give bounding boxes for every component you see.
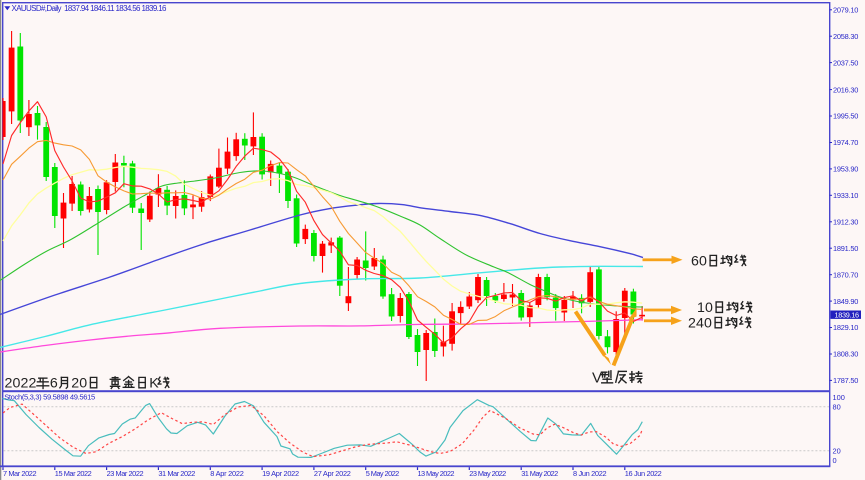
svg-text:K: K — [149, 375, 159, 391]
svg-text:80: 80 — [833, 403, 841, 412]
svg-text:15 Mar 2022: 15 Mar 2022 — [55, 469, 92, 478]
svg-text:1787.50: 1787.50 — [833, 376, 858, 385]
svg-text:Stoch(5,3,3) 59.5898 49.5615: Stoch(5,3,3) 59.5898 49.5615 — [4, 393, 95, 402]
svg-text:XAUUSD#,Daily 1837.94 1846.11: XAUUSD#,Daily 1837.94 1846.11 1834.56 18… — [12, 4, 168, 13]
svg-text:16 Jun 2022: 16 Jun 2022 — [625, 469, 662, 478]
svg-text:2079.10: 2079.10 — [833, 5, 858, 14]
svg-text:2037.50: 2037.50 — [833, 58, 858, 67]
svg-text:100: 100 — [833, 393, 845, 402]
svg-text:1808.30: 1808.30 — [833, 350, 858, 359]
svg-text:2058.30: 2058.30 — [833, 32, 858, 41]
svg-text:1849.90: 1849.90 — [833, 297, 858, 306]
svg-text:19 Apr 2022: 19 Apr 2022 — [262, 469, 299, 478]
svg-text:1974.70: 1974.70 — [833, 138, 858, 147]
svg-text:60: 60 — [691, 253, 707, 269]
svg-text:V: V — [592, 369, 602, 386]
svg-text:1839.16: 1839.16 — [835, 310, 860, 319]
svg-text:5 May 2022: 5 May 2022 — [366, 469, 400, 478]
svg-text:7 Mar 2022: 7 Mar 2022 — [3, 469, 37, 478]
svg-text:20: 20 — [71, 375, 87, 391]
svg-text:31 May 2022: 31 May 2022 — [521, 469, 558, 478]
svg-text:2016.30: 2016.30 — [833, 85, 858, 94]
svg-text:1933.10: 1933.10 — [833, 191, 858, 200]
svg-text:240: 240 — [688, 315, 712, 331]
svg-text:8 Apr 2022: 8 Apr 2022 — [210, 469, 244, 478]
svg-text:0: 0 — [833, 456, 837, 465]
svg-text:23 Mar 2022: 23 Mar 2022 — [107, 469, 144, 478]
svg-text:1912.30: 1912.30 — [833, 218, 858, 227]
svg-text:13 May 2022: 13 May 2022 — [418, 469, 455, 478]
svg-text:20: 20 — [833, 447, 841, 456]
svg-text:10: 10 — [697, 300, 713, 316]
svg-text:1953.90: 1953.90 — [833, 165, 858, 174]
svg-text:6: 6 — [50, 375, 58, 391]
svg-text:27 Apr 2022: 27 Apr 2022 — [314, 469, 351, 478]
svg-text:2022: 2022 — [5, 375, 37, 391]
svg-text:1891.50: 1891.50 — [833, 244, 858, 253]
svg-text:1870.70: 1870.70 — [833, 270, 858, 279]
svg-text:1829.10: 1829.10 — [833, 323, 858, 332]
svg-text:8 Jun 2022: 8 Jun 2022 — [573, 469, 607, 478]
svg-text:31 Mar 2022: 31 Mar 2022 — [158, 469, 195, 478]
svg-text:23 May 2022: 23 May 2022 — [469, 469, 506, 478]
svg-text:1995.50: 1995.50 — [833, 112, 858, 121]
